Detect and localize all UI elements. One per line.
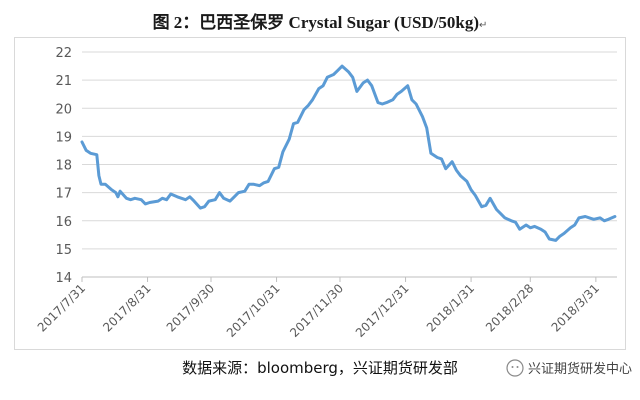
y-tick-label: 18 [55,159,72,174]
x-tick-label: 2017/10/31 [224,281,283,340]
watermark: 兴证期货研发中心 [506,358,632,377]
series-line [80,64,617,242]
y-tick-label: 20 [55,102,72,117]
x-tick-label: 2017/7/31 [35,281,88,334]
x-tick-label: 2018/1/31 [424,281,477,334]
x-tick-label: 2018/3/31 [549,281,602,334]
x-tick-label: 2017/9/30 [164,281,217,334]
x-tick-label: 2018/2/28 [483,281,536,334]
y-tick-label: 19 [55,130,72,145]
x-tick-label: 2017/11/30 [287,281,346,340]
data-source-note: 数据来源：bloomberg，兴证期货研发部 [182,359,458,377]
chart-frame [14,37,626,350]
x-tick-label: 2017/8/31 [100,281,153,334]
y-tick-label: 14 [55,271,72,286]
x-tick-label: 2017/12/31 [353,281,412,340]
watermark-text: 兴证期货研发中心 [527,362,632,377]
chart-title: 图 2：巴西圣保罗 Crystal Sugar (USD/50kg)↵ [0,8,640,33]
y-tick-label: 22 [55,46,72,61]
return-mark-icon: ↵ [479,20,488,31]
y-tick-label: 16 [55,215,72,230]
y-tick-label: 21 [55,74,72,89]
y-tick-label: 17 [55,187,72,202]
wechat-logo-icon [506,358,524,377]
chart-title-text: 图 2：巴西圣保罗 Crystal Sugar (USD/50kg) [152,13,480,32]
y-tick-label: 15 [55,243,72,258]
